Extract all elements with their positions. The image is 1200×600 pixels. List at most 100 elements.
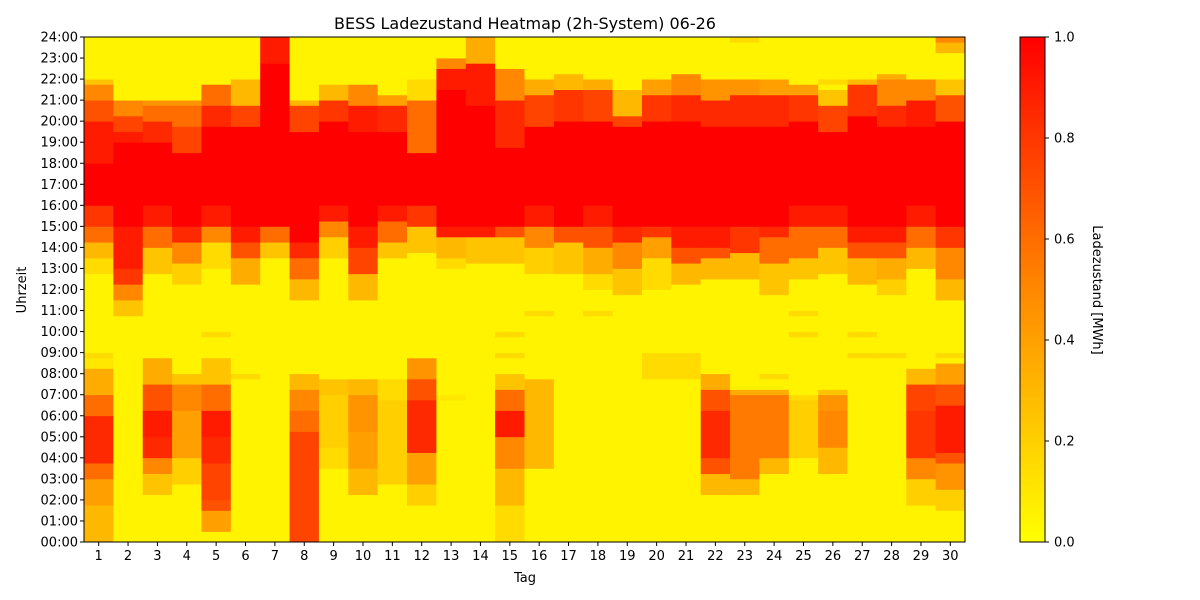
heatmap-cell — [583, 79, 613, 90]
heatmap-cell — [84, 226, 114, 243]
y-tick-label: 05:00 — [41, 430, 78, 445]
heatmap-cell — [524, 273, 555, 311]
heatmap-cell — [377, 257, 408, 380]
heatmap-cell — [113, 226, 144, 269]
heatmap-cell — [818, 131, 848, 206]
heatmap-cell — [935, 79, 966, 96]
heatmap-cell — [201, 499, 232, 511]
heatmap-cell — [289, 373, 320, 390]
heatmap-cell — [935, 363, 966, 385]
heatmap-cell — [759, 263, 790, 296]
heatmap-cell — [906, 205, 937, 227]
y-tick-label: 24:00 — [41, 31, 78, 46]
colorbar-tick-label: 0.0 — [1054, 536, 1075, 551]
x-tick-label: 10 — [355, 549, 372, 564]
heatmap-cell — [759, 457, 790, 475]
x-tick-label: 29 — [913, 549, 930, 564]
heatmap-cell — [759, 226, 790, 238]
heatmap-cell — [935, 510, 966, 543]
heatmap-cell — [142, 105, 173, 122]
heatmap-cell — [759, 389, 790, 396]
heatmap-cell — [612, 268, 643, 296]
heatmap-cell — [641, 94, 672, 122]
heatmap-cell — [641, 378, 672, 543]
heatmap-cell — [172, 284, 202, 375]
heatmap-cell — [348, 226, 379, 248]
heatmap-cell — [671, 247, 702, 264]
heatmap-cell — [583, 247, 613, 275]
heatmap-cell — [289, 105, 320, 133]
heatmap-cell — [788, 331, 819, 338]
x-tick-label: 4 — [183, 549, 191, 564]
x-tick-label: 6 — [241, 549, 249, 564]
heatmap-cell — [847, 84, 878, 117]
heatmap-cell — [671, 121, 702, 227]
x-tick-label: 1 — [95, 549, 103, 564]
heatmap-cell — [935, 405, 966, 453]
heatmap-cell — [465, 105, 496, 227]
x-axis-ticks: 1 2 3 4 5 6 7 8 9 10 11 12 13 14 15 16 17 18 19 20 21 22 23 24 2… — [95, 542, 959, 564]
heatmap-cell — [113, 300, 144, 317]
heatmap-cell — [700, 457, 731, 475]
heatmap-cell — [436, 226, 467, 238]
heatmap-cell — [906, 478, 937, 506]
heatmap-cell — [818, 394, 848, 411]
heatmap-cell — [84, 368, 114, 396]
heatmap-cell — [318, 100, 349, 122]
heatmap-cell — [142, 357, 173, 385]
heatmap-cell — [876, 73, 907, 80]
x-tick-label: 20 — [648, 549, 665, 564]
heatmap-cell — [348, 273, 379, 301]
heatmap-cell — [788, 310, 819, 317]
heatmap-cell — [935, 452, 966, 464]
x-tick-label: 3 — [153, 549, 161, 564]
heatmap-cell — [201, 205, 232, 227]
heatmap-cell — [84, 505, 114, 543]
y-tick-label: 23:00 — [41, 52, 78, 67]
heatmap-cell — [583, 315, 613, 543]
heatmap-cell — [935, 226, 966, 248]
heatmap-cell — [847, 284, 878, 332]
heatmap-cell — [612, 89, 643, 117]
x-tick-label: 5 — [212, 549, 220, 564]
heatmap-cell — [377, 94, 408, 106]
heatmap-cell — [318, 236, 349, 259]
heatmap-cell — [201, 336, 232, 359]
heatmap-cell — [348, 105, 379, 133]
heatmap-cell — [788, 205, 819, 227]
heatmap-cell — [876, 278, 907, 296]
heatmap-cell — [759, 126, 790, 227]
heatmap-cell — [201, 357, 232, 385]
heatmap-cell — [201, 84, 232, 106]
heatmap-cell — [818, 473, 848, 543]
heatmap-cell — [495, 436, 525, 469]
heatmap-cell — [348, 37, 379, 85]
heatmap-cell — [906, 247, 937, 269]
heatmap-cell — [730, 37, 760, 43]
heatmap-cell — [876, 126, 907, 227]
heatmap-cell — [847, 336, 878, 354]
heatmap-cell — [230, 37, 261, 80]
heatmap-cell — [436, 89, 467, 227]
heatmap-cell — [495, 505, 525, 543]
heatmap-cell — [847, 352, 878, 359]
heatmap-cell — [348, 300, 379, 380]
colorbar-tick-label: 0.4 — [1054, 334, 1075, 349]
heatmap-cell — [906, 126, 937, 206]
heatmap-cell — [142, 384, 173, 411]
heatmap-cell — [142, 121, 173, 143]
heatmap-cell — [641, 257, 672, 290]
heatmap-cell — [906, 100, 937, 127]
heatmap-cell — [230, 242, 261, 259]
heatmap-cell — [876, 352, 907, 359]
heatmap-cell — [495, 389, 525, 411]
colorbar-ticks: 0.0 0.2 0.4 0.6 0.8 1.0 — [1045, 31, 1075, 551]
heatmap-cell — [318, 447, 349, 469]
heatmap-cell — [700, 278, 731, 375]
heatmap-cell — [142, 436, 173, 459]
heatmap-cell — [230, 257, 261, 285]
colorbar-tick-label: 1.0 — [1054, 31, 1075, 46]
heatmap-cell — [289, 100, 320, 106]
heatmap-cell — [730, 478, 760, 496]
heatmap-cell — [113, 115, 144, 133]
